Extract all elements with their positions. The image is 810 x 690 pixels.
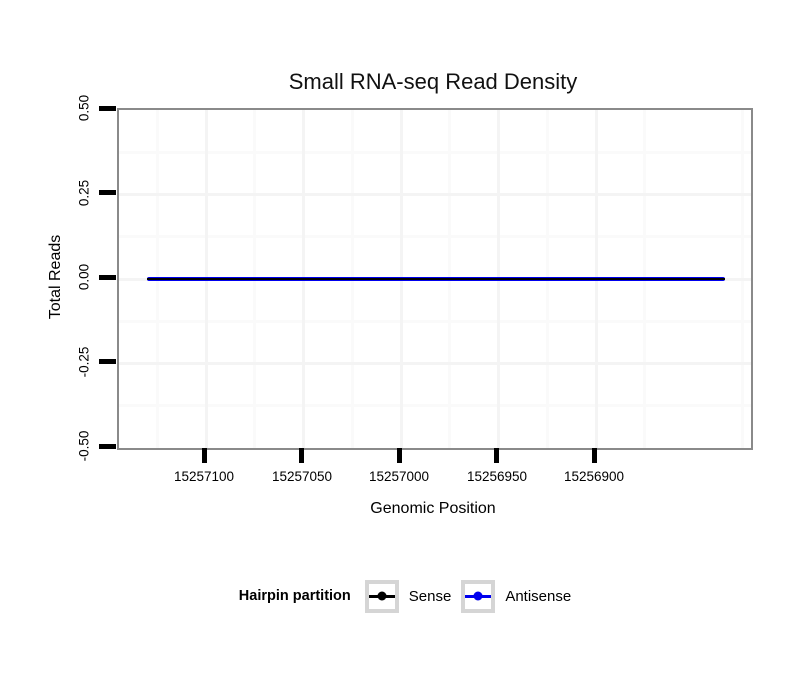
point-glyph-icon xyxy=(473,591,483,601)
x-tick-mark xyxy=(494,448,499,463)
legend-label-sense: Sense xyxy=(408,587,452,605)
data-line-sense xyxy=(147,278,725,280)
gridline-minor-h xyxy=(119,235,751,238)
y-tick-mark xyxy=(99,359,116,364)
legend-label-antisense: Antisense xyxy=(505,587,572,605)
legend-key-sense xyxy=(364,579,399,613)
y-tick-mark xyxy=(99,275,116,280)
gridline-minor-h xyxy=(119,151,751,154)
x-tick-label: 15257100 xyxy=(173,469,235,484)
legend-key-antisense xyxy=(461,579,496,613)
legend-title: Hairpin partition xyxy=(238,588,351,604)
x-tick-mark xyxy=(299,448,304,463)
gridline-major-h xyxy=(119,362,751,365)
plot-panel xyxy=(117,108,753,450)
read-density-line-group xyxy=(147,277,725,281)
y-tick-label: -0.25 xyxy=(76,346,92,378)
y-tick-label: 0.50 xyxy=(76,94,92,122)
y-axis-title: Total Reads xyxy=(47,234,64,320)
x-tick-label: 15256900 xyxy=(563,469,625,484)
x-tick-label: 15256950 xyxy=(466,469,528,484)
x-tick-label: 15257050 xyxy=(271,469,333,484)
chart-title: Small RNA-seq Read Density xyxy=(288,69,578,94)
gridline-minor-h xyxy=(119,404,751,407)
y-tick-mark xyxy=(99,106,116,111)
x-tick-mark xyxy=(592,448,597,463)
legend: Hairpin partition Sense Antisense xyxy=(0,577,810,615)
point-glyph-icon xyxy=(377,591,387,601)
x-axis-title: Genomic Position xyxy=(370,500,496,517)
y-tick-label: 0.25 xyxy=(76,179,92,207)
y-tick-mark xyxy=(99,444,116,449)
x-tick-label: 15257000 xyxy=(368,469,430,484)
y-tick-label: -0.50 xyxy=(76,430,92,462)
x-tick-mark xyxy=(397,448,402,463)
plot-panel-inner xyxy=(119,110,751,448)
y-tick-mark xyxy=(99,190,116,195)
gridline-minor-h xyxy=(119,320,751,323)
x-tick-mark xyxy=(202,448,207,463)
y-tick-label: 0.00 xyxy=(76,263,92,291)
gridline-major-h xyxy=(119,193,751,196)
